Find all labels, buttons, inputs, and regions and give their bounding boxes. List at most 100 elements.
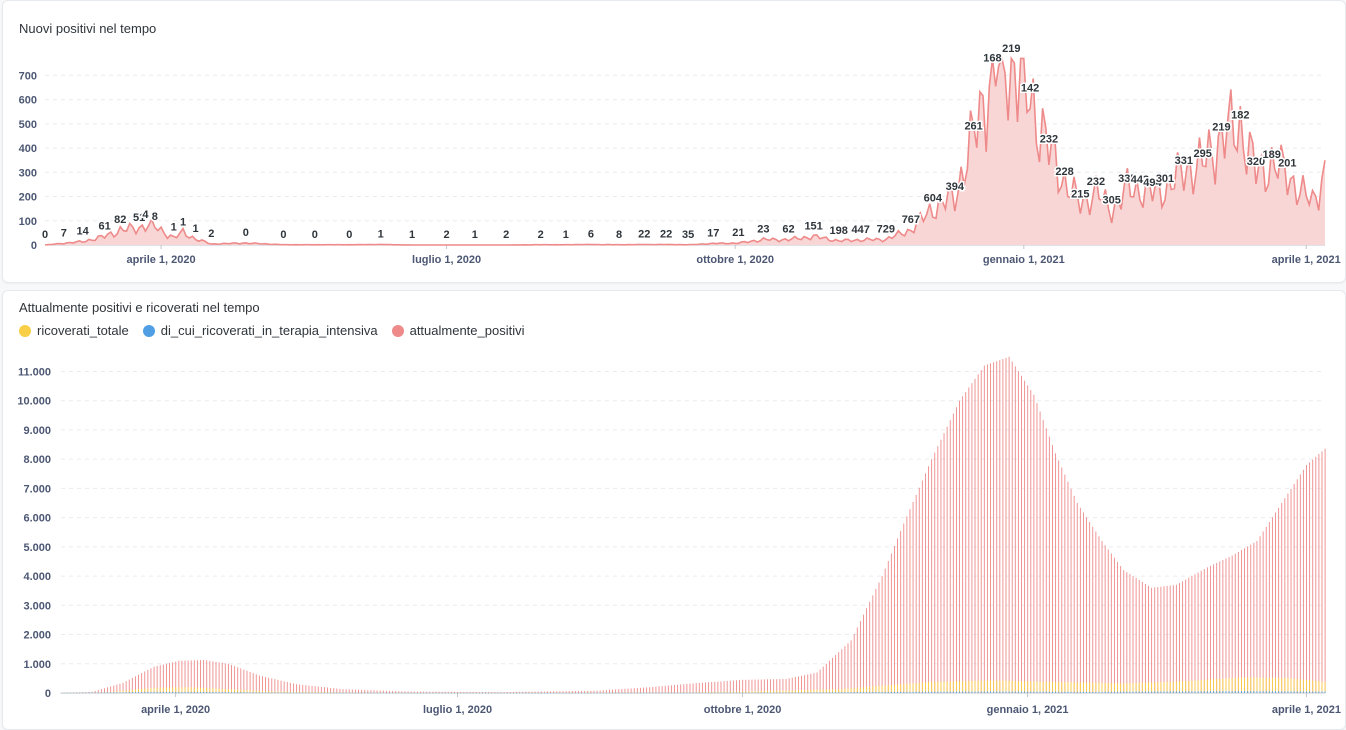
y-tick-label: 200 [19, 192, 37, 204]
bar [785, 690, 787, 693]
bar [695, 692, 697, 693]
bar [144, 688, 146, 693]
data-label: 142 [1021, 83, 1039, 95]
bar [1089, 522, 1091, 693]
bar [82, 692, 84, 694]
legend-dot [142, 324, 155, 337]
legend-item-attualmente-positivi[interactable]: attualmente_positivi [391, 323, 525, 338]
bar [1172, 681, 1174, 693]
bar [1188, 577, 1190, 693]
bar [463, 692, 465, 694]
bar [262, 692, 263, 693]
bar [280, 691, 282, 693]
bar [1101, 691, 1103, 693]
bar [423, 692, 425, 694]
bar [689, 692, 691, 694]
bar [463, 691, 465, 693]
bar [299, 691, 301, 693]
bar [404, 691, 406, 693]
bar [624, 692, 626, 694]
data-label: 394 [946, 181, 965, 193]
bar [965, 391, 967, 693]
bar [438, 691, 440, 693]
bar [593, 690, 595, 693]
bar [494, 692, 496, 694]
bar [807, 692, 809, 693]
bar [231, 692, 232, 693]
bar [1225, 678, 1227, 693]
y-tick-label: 3.000 [23, 600, 51, 612]
bar [1036, 691, 1038, 693]
bar [609, 689, 610, 693]
bar [847, 688, 849, 693]
bar [370, 692, 372, 694]
bar [670, 692, 672, 693]
bar [813, 689, 815, 693]
bar [894, 546, 895, 693]
bar [1083, 512, 1084, 693]
bar [1076, 691, 1078, 693]
data-label: 2 [208, 228, 214, 240]
bar [1011, 680, 1013, 693]
bar [246, 670, 248, 693]
bar [943, 681, 945, 693]
bar [373, 690, 375, 693]
bar [813, 692, 815, 693]
bar [181, 691, 183, 693]
bar [921, 691, 923, 693]
legend-dot [391, 324, 404, 337]
bar [1092, 526, 1094, 694]
current-positives-chart[interactable]: 0 1.000 2.000 3.000 4.000 5.000 6.000 7.000 8.00… [3, 291, 1345, 729]
bar [887, 685, 889, 693]
bar [1089, 682, 1091, 693]
bar [364, 690, 366, 693]
bar [791, 677, 793, 693]
bar [478, 692, 480, 694]
y-tick-label: 6.000 [23, 513, 51, 525]
bar [760, 690, 762, 693]
data-label: 1 [171, 222, 177, 234]
bar [1132, 576, 1134, 693]
bar [1213, 691, 1215, 693]
bar [996, 361, 998, 693]
bar [265, 676, 267, 693]
bar [1231, 691, 1233, 693]
bar [519, 692, 521, 694]
y-tick-label: 400 [19, 143, 37, 155]
data-label: 168 [983, 52, 1001, 64]
bar [159, 665, 161, 693]
bar [1228, 678, 1230, 693]
x-tick-label: gennaio 1, 2021 [983, 254, 1065, 266]
bar [1058, 460, 1060, 693]
bar [590, 692, 592, 694]
bar [1151, 691, 1153, 693]
bar [943, 433, 945, 693]
bar [277, 679, 279, 693]
bar [299, 684, 301, 693]
bar [512, 691, 514, 693]
bar [1256, 541, 1258, 693]
bar [528, 691, 530, 693]
data-label: 1 [378, 229, 384, 241]
bar [485, 692, 486, 693]
data-label: 51 [133, 212, 145, 224]
bar [494, 692, 496, 693]
bar [1309, 680, 1311, 693]
bar [314, 692, 316, 693]
bar [240, 689, 242, 693]
bar [481, 692, 483, 694]
legend-item-ricoverati-totale[interactable]: ricoverati_totale [19, 323, 129, 338]
bar [677, 692, 679, 693]
bar [677, 692, 679, 694]
bar [918, 487, 920, 693]
bar [215, 688, 217, 693]
bar [73, 692, 74, 693]
bar [1129, 691, 1131, 693]
bar [543, 691, 545, 693]
bar [156, 687, 158, 693]
legend-item-terapia-intensiva[interactable]: di_cui_ricoverati_in_terapia_intensiva [142, 323, 378, 338]
bar [714, 692, 716, 694]
bar [720, 692, 722, 694]
bar [311, 691, 313, 693]
